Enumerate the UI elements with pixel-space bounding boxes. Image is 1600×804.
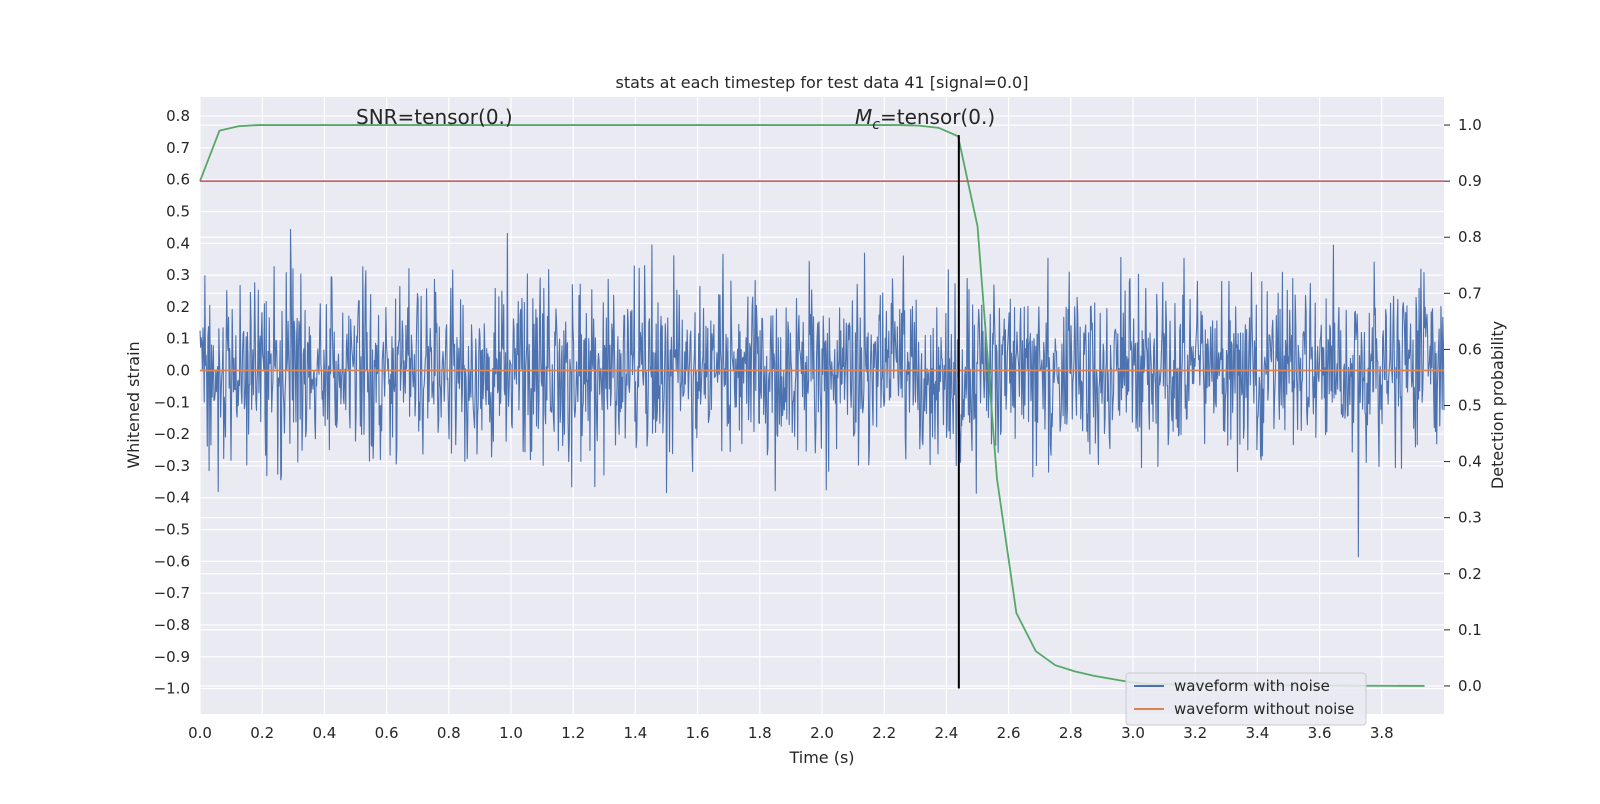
y2-tick-label: 0.1 (1458, 621, 1482, 639)
x-tick-label: 1.0 (499, 724, 523, 742)
y2-tick-label: 0.6 (1458, 340, 1482, 358)
x-tick-label: 1.6 (686, 724, 710, 742)
x-axis-label: Time (s) (788, 748, 854, 767)
x-tick-label: 2.2 (872, 724, 896, 742)
y-tick-label: 0.6 (166, 171, 190, 189)
y-tick-label: −0.1 (154, 393, 190, 411)
x-tick-label: 2.0 (810, 724, 834, 742)
y-tick-label: 0.3 (166, 266, 190, 284)
y2-tick-label: 0.2 (1458, 565, 1482, 583)
x-tick-label: 3.8 (1370, 724, 1394, 742)
y-tick-label: 0.7 (166, 139, 190, 157)
y-tick-label: 0.8 (166, 107, 190, 125)
mc-annotation: Mc=tensor(0.) (855, 105, 995, 133)
mc-symbol: M (855, 105, 872, 129)
y2-tick-label: 0.7 (1458, 284, 1482, 302)
x-ticks: 0.0 0.2 0.4 0.6 0.8 1.0 1.2 1.4 1.6 1.8 2.0 2.2 2.4 2… (188, 724, 1394, 742)
y-tick-label: 0.1 (166, 330, 190, 348)
chart-title: stats at each timestep for test data 41 … (616, 73, 1029, 92)
x-tick-label: 0.0 (188, 724, 212, 742)
y-tick-label: −0.3 (154, 457, 190, 475)
y-tick-label: 0.2 (166, 298, 190, 316)
y2-tick-label: 0.9 (1458, 172, 1482, 190)
y-ticks: 0.8 0.7 0.6 0.5 0.4 0.3 0.2 0.1 0.0 −0.1 −0.2 −0.3 −… (154, 107, 190, 697)
y2-tick-label: 0.0 (1458, 677, 1482, 695)
y-tick-label: 0.4 (166, 234, 190, 252)
x-tick-label: 3.0 (1121, 724, 1145, 742)
x-tick-label: 0.2 (250, 724, 274, 742)
y2-tick-label: 0.3 (1458, 509, 1482, 527)
y-axis-label: Whitened strain (124, 341, 143, 468)
x-tick-label: 1.8 (748, 724, 772, 742)
x-tick-label: 1.2 (561, 724, 585, 742)
x-tick-label: 0.6 (375, 724, 399, 742)
legend-box (1125, 672, 1367, 726)
y-tick-label: −0.6 (154, 552, 190, 570)
y2-axis-label: Detection probability (1488, 321, 1507, 489)
y2-ticks: 1.0 0.9 0.8 0.7 0.6 0.5 0.4 0.3 0.2 0.1 0.0 (1444, 116, 1482, 695)
x-tick-label: 1.4 (623, 724, 647, 742)
mc-subscript: c (872, 117, 880, 133)
y-tick-label: −1.0 (154, 680, 190, 698)
y2-tick-label: 0.4 (1458, 453, 1482, 471)
y2-tick-label: 1.0 (1458, 116, 1482, 134)
x-tick-label: 2.4 (934, 724, 958, 742)
y-tick-label: −0.5 (154, 521, 190, 539)
x-tick-label: 0.4 (312, 724, 336, 742)
y-tick-label: −0.2 (154, 425, 190, 443)
y2-tick-label: 0.5 (1458, 397, 1482, 415)
y-tick-label: 0.5 (166, 202, 190, 220)
y-tick-label: −0.8 (154, 616, 190, 634)
y-tick-label: −0.4 (154, 489, 190, 507)
y2-tick-label: 0.8 (1458, 228, 1482, 246)
legend: waveform with noise waveform without noi… (1125, 672, 1367, 726)
y-tick-label: 0.0 (166, 362, 190, 380)
x-tick-label: 3.2 (1183, 724, 1207, 742)
legend-label-noise: waveform with noise (1174, 677, 1330, 695)
x-tick-label: 0.8 (437, 724, 461, 742)
x-tick-label: 3.4 (1245, 724, 1269, 742)
legend-label-clean: waveform without noise (1174, 700, 1354, 718)
series-line-0 (199, 228, 1445, 558)
snr-annotation: SNR=tensor(0.) (356, 105, 513, 129)
x-tick-label: 2.8 (1059, 724, 1083, 742)
x-tick-label: 2.6 (997, 724, 1021, 742)
series-layer (199, 124, 1445, 689)
x-tick-label: 3.6 (1308, 724, 1332, 742)
y-tick-label: −0.7 (154, 584, 190, 602)
y-tick-label: −0.9 (154, 648, 190, 666)
mc-value: =tensor(0.) (880, 105, 995, 129)
